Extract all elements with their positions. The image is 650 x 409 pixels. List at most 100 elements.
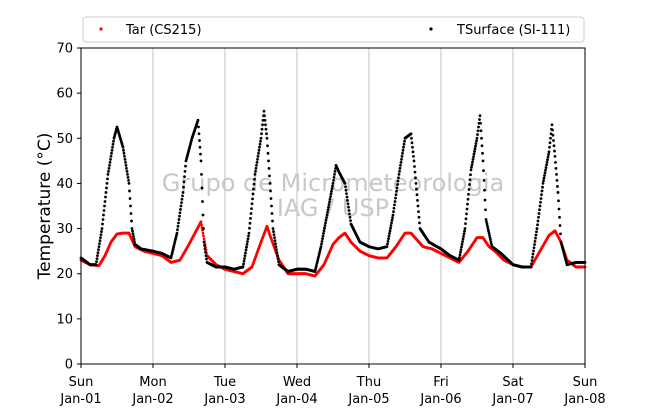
data-point bbox=[484, 218, 488, 221]
data-point bbox=[246, 237, 250, 241]
data-point bbox=[111, 145, 114, 149]
data-point bbox=[461, 240, 464, 244]
data-point bbox=[108, 163, 111, 167]
data-point bbox=[270, 212, 274, 215]
grid-lines bbox=[152, 48, 514, 364]
data-point bbox=[246, 240, 249, 243]
data-point bbox=[473, 150, 476, 153]
data-point bbox=[106, 173, 110, 176]
data-point bbox=[267, 166, 271, 170]
data-point bbox=[271, 219, 274, 223]
data-point bbox=[248, 226, 251, 230]
data-point bbox=[557, 207, 561, 211]
data-point bbox=[553, 154, 557, 158]
data-point bbox=[547, 150, 551, 154]
data-point bbox=[465, 207, 469, 211]
data-point bbox=[418, 221, 421, 225]
data-point bbox=[95, 260, 98, 264]
y-tick-label: 20 bbox=[56, 267, 73, 282]
data-point bbox=[530, 259, 534, 262]
data-point bbox=[531, 252, 535, 256]
data-point bbox=[124, 160, 127, 164]
data-point bbox=[542, 176, 546, 180]
data-point bbox=[539, 197, 543, 200]
data-point bbox=[200, 186, 204, 190]
data-point bbox=[465, 212, 468, 216]
data-point bbox=[411, 150, 415, 154]
data-point bbox=[544, 168, 547, 172]
data-point bbox=[271, 227, 275, 230]
data-point bbox=[104, 191, 108, 194]
data-point bbox=[264, 123, 267, 127]
data-point bbox=[344, 188, 348, 192]
data-point bbox=[347, 205, 350, 209]
data-point bbox=[417, 215, 421, 219]
data-point bbox=[133, 240, 136, 244]
data-point bbox=[202, 227, 205, 230]
data-point bbox=[391, 213, 395, 217]
data-point bbox=[257, 148, 261, 152]
x-tick-label-date: Jan-01 bbox=[59, 392, 101, 407]
data-point bbox=[94, 263, 98, 267]
data-point bbox=[243, 257, 246, 260]
data-point bbox=[108, 160, 112, 164]
data-point bbox=[124, 163, 128, 167]
data-point bbox=[184, 164, 187, 168]
data-point bbox=[461, 237, 465, 241]
data-point bbox=[333, 169, 337, 173]
legend: Tar (CS215) TSurface (SI-111) bbox=[82, 16, 585, 43]
y-tick-label: 70 bbox=[56, 42, 73, 57]
data-point bbox=[103, 200, 107, 203]
data-point bbox=[417, 210, 420, 214]
data-point bbox=[107, 169, 110, 173]
data-point bbox=[178, 214, 181, 218]
y-tick-label: 60 bbox=[56, 87, 73, 102]
data-point bbox=[533, 243, 536, 246]
data-point bbox=[101, 222, 104, 226]
data-point bbox=[319, 245, 323, 249]
watermark-line-2: IAG / USP bbox=[277, 194, 389, 222]
data-point bbox=[99, 236, 102, 240]
data-point bbox=[263, 114, 266, 118]
data-point bbox=[474, 144, 477, 148]
data-point bbox=[394, 193, 398, 197]
data-point bbox=[252, 187, 255, 191]
data-point bbox=[555, 179, 559, 182]
data-point bbox=[177, 218, 181, 221]
data-point bbox=[272, 233, 276, 236]
data-point bbox=[460, 242, 464, 246]
data-point bbox=[530, 262, 533, 266]
data-point bbox=[100, 230, 103, 233]
data-point bbox=[469, 168, 473, 172]
data-point bbox=[255, 160, 259, 164]
data-point bbox=[326, 208, 330, 212]
data-point bbox=[256, 157, 259, 161]
data-point bbox=[400, 154, 404, 158]
data-point bbox=[546, 158, 549, 162]
data-point bbox=[415, 193, 419, 197]
data-point bbox=[243, 254, 247, 258]
data-point bbox=[110, 148, 114, 152]
data-point bbox=[345, 195, 349, 199]
data-point bbox=[479, 129, 483, 133]
x-tick-label-day: Tue bbox=[213, 375, 236, 390]
data-point bbox=[409, 132, 413, 136]
data-point bbox=[321, 234, 325, 238]
data-point bbox=[464, 217, 468, 221]
x-tick-label-date: Jan-04 bbox=[275, 392, 317, 407]
x-tick-label-date: Jan-02 bbox=[131, 392, 173, 407]
data-point bbox=[321, 237, 324, 241]
data-point bbox=[197, 132, 201, 136]
data-point bbox=[201, 213, 205, 217]
data-point bbox=[476, 133, 479, 136]
data-point bbox=[479, 121, 482, 125]
data-point bbox=[399, 160, 403, 164]
data-point bbox=[110, 151, 113, 155]
data-point bbox=[471, 160, 474, 164]
data-point bbox=[320, 242, 323, 246]
data-point bbox=[253, 173, 257, 176]
data-point bbox=[545, 163, 548, 167]
data-point bbox=[320, 239, 324, 243]
data-point bbox=[386, 242, 389, 246]
